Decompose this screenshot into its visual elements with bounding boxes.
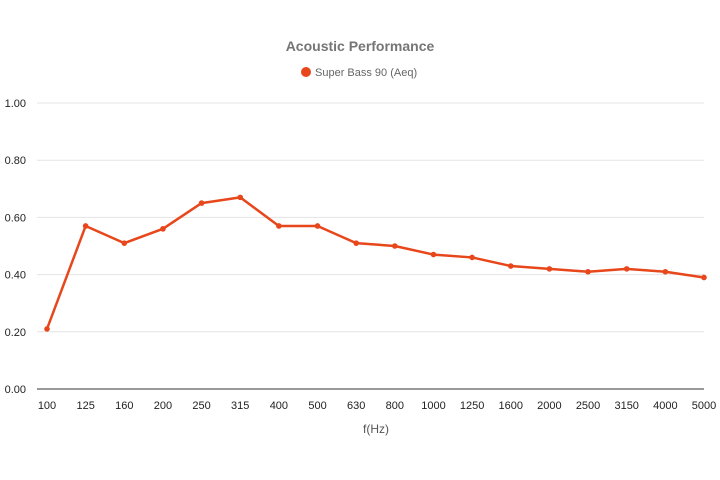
data-point[interactable]	[430, 251, 437, 258]
y-tick-label: 0.60	[5, 212, 26, 224]
x-tick-label: 800	[386, 400, 404, 412]
data-point[interactable]	[546, 266, 553, 272]
x-tick-label: 200	[154, 400, 172, 412]
data-point[interactable]	[585, 268, 591, 275]
data-point[interactable]	[353, 240, 359, 246]
x-tick-label: 1250	[460, 400, 484, 412]
x-tick-label: 100	[38, 400, 56, 412]
x-tick-label: 1600	[499, 400, 523, 412]
data-point[interactable]	[392, 243, 398, 249]
x-tick-label: 630	[347, 400, 365, 412]
x-tick-label: 2000	[537, 400, 561, 412]
data-point[interactable]	[198, 200, 205, 206]
y-tick-label: 0.20	[5, 327, 26, 339]
x-tick-label: 400	[270, 400, 288, 412]
x-tick-label: 2500	[576, 400, 600, 412]
data-point[interactable]	[44, 326, 50, 332]
x-tick-label: 3150	[614, 400, 638, 412]
series-line	[45, 196, 705, 330]
x-tick-label: 500	[308, 400, 326, 412]
data-point[interactable]	[507, 263, 514, 269]
data-point[interactable]	[160, 226, 166, 232]
data-point[interactable]	[82, 223, 89, 229]
legend-marker	[301, 67, 311, 77]
legend[interactable]: Super Bass 90 (Aeq)	[301, 67, 417, 79]
chart-title: Acoustic Performance	[286, 38, 435, 54]
data-point[interactable]	[623, 266, 630, 272]
x-tick-label: 160	[115, 400, 133, 412]
series-layer	[44, 194, 707, 332]
x-axis-label: f(Hz)	[363, 422, 389, 436]
y-tick-label: 0.00	[5, 384, 26, 396]
data-point[interactable]	[276, 223, 282, 229]
y-tick-label: 0.40	[5, 270, 26, 282]
legend-label: Super Bass 90 (Aeq)	[315, 67, 417, 79]
y-axis-ticks: 0.00 0.20 0.40 0.60 0.80 1.00	[5, 98, 26, 396]
gridlines	[37, 102, 704, 390]
x-tick-label: 125	[76, 400, 94, 412]
data-point[interactable]	[701, 274, 707, 281]
data-point[interactable]	[314, 223, 321, 229]
data-point[interactable]	[121, 240, 128, 246]
data-point[interactable]	[469, 254, 475, 261]
x-tick-label: 1000	[421, 400, 445, 412]
x-tick-label: 5000	[692, 400, 716, 412]
data-point[interactable]	[662, 268, 669, 275]
y-tick-label: 1.00	[5, 98, 26, 110]
y-tick-label: 0.80	[5, 155, 26, 167]
x-tick-label: 315	[231, 400, 249, 412]
x-tick-label: 4000	[653, 400, 677, 412]
x-tick-label: 250	[192, 400, 210, 412]
data-point[interactable]	[237, 194, 244, 201]
x-axis-ticks: 100 125 160 200 250 315 400 500 630 800 1000 1250 16…	[38, 400, 716, 412]
